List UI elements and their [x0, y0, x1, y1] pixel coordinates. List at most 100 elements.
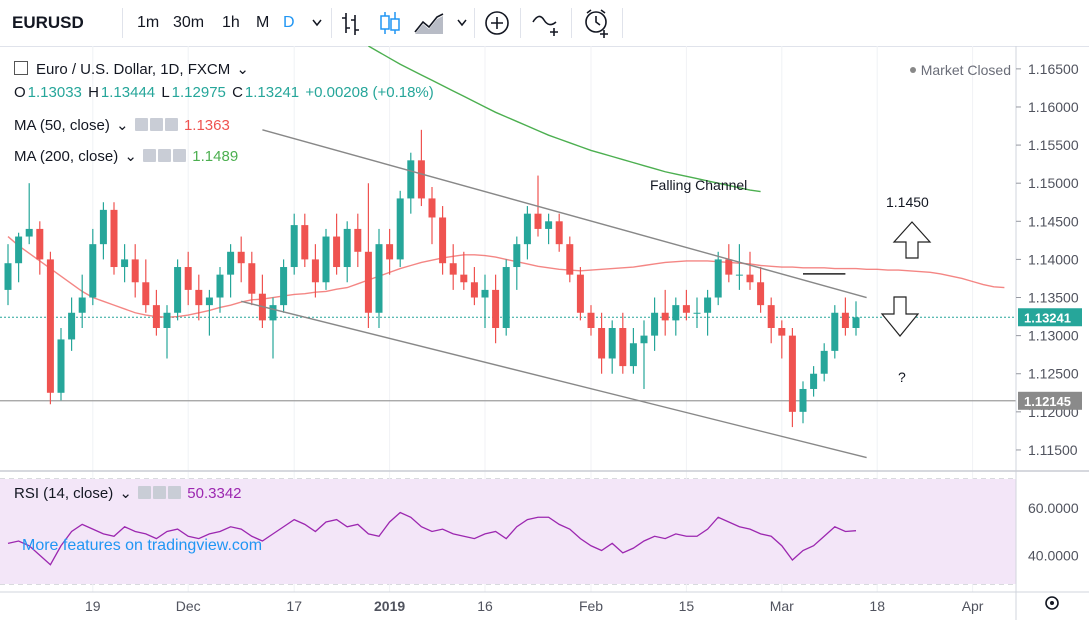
- close-icon[interactable]: [173, 149, 187, 162]
- candle-body: [587, 312, 595, 328]
- candle-body: [131, 259, 139, 283]
- candle-body: [364, 251, 372, 313]
- candle-body: [227, 251, 235, 275]
- rsi-label: RSI (14, close): [14, 485, 114, 502]
- rsi-line: [7, 511, 857, 566]
- close-icon[interactable]: [164, 118, 178, 131]
- candle-body: [799, 388, 807, 412]
- symbol-search[interactable]: EURUSD: [12, 13, 84, 32]
- candle-body: [757, 282, 765, 306]
- candle-body: [163, 312, 171, 328]
- hline-price-tag: [1018, 391, 1082, 410]
- settings-icon[interactable]: [153, 486, 167, 499]
- x-tick-label: Dec: [176, 598, 201, 614]
- bar-style-icon[interactable]: [340, 0, 364, 46]
- eye-icon[interactable]: [134, 118, 148, 131]
- target-up-label: 1.1450: [886, 194, 929, 210]
- promo-link[interactable]: More features on tradingview.com: [22, 537, 263, 554]
- channel-label: Falling Channel: [650, 177, 747, 193]
- y-tick-label: 1.16000: [1028, 99, 1079, 115]
- eye-icon[interactable]: [143, 149, 157, 162]
- x-tick-label: Mar: [770, 598, 794, 614]
- close-label: C: [232, 84, 243, 101]
- candle-body: [481, 289, 489, 298]
- close-icon[interactable]: [168, 486, 182, 499]
- y-tick-label: 1.14500: [1028, 213, 1079, 229]
- interval-30m[interactable]: 30m: [173, 14, 205, 31]
- x-tick-label: 18: [869, 598, 885, 614]
- toolbar-separator: [622, 8, 623, 38]
- candles: [4, 129, 860, 428]
- candle-body: [142, 282, 150, 306]
- indicators-icon[interactable]: [530, 0, 564, 46]
- candle-body: [375, 244, 383, 313]
- rsi-legend[interactable]: RSI (14, close) ⌄ 50.3342: [14, 484, 244, 502]
- candle-body: [174, 267, 182, 313]
- candle-body: [523, 213, 531, 245]
- ma200-value: 1.1489: [192, 148, 239, 165]
- collapse-icon[interactable]: [14, 61, 28, 75]
- candle-body: [89, 244, 97, 298]
- axes: 1.16500 1.16000 1.15500 1.15000 1.14500 1.140…: [0, 46, 1089, 620]
- y-tick-label: 1.13000: [1028, 328, 1079, 344]
- y-tick-label: 1.15000: [1028, 175, 1079, 191]
- market-status-label: Market Closed: [920, 62, 1011, 78]
- alert-icon[interactable]: [582, 0, 612, 46]
- candle-body: [36, 228, 44, 260]
- chevron-down-icon[interactable]: ⌄: [120, 148, 142, 165]
- last-price-label: 1.13241: [1024, 310, 1071, 325]
- candle-body: [778, 328, 786, 336]
- toolbar-separator: [520, 8, 521, 38]
- settings-icon[interactable]: [158, 149, 172, 162]
- chart-area[interactable]: Falling Channel 1.1450? 1.16500 1.16000 1.…: [0, 45, 1089, 620]
- chevron-down-icon[interactable]: ⌄: [111, 117, 133, 134]
- candle-body: [619, 328, 627, 367]
- arrow-annotations: 1.1450?: [880, 194, 932, 385]
- candle-body: [68, 312, 76, 340]
- compare-add-icon[interactable]: [483, 0, 511, 46]
- candle-body: [269, 305, 277, 321]
- last-price-tag: [1018, 308, 1082, 327]
- chevron-down-icon[interactable]: ⌄: [232, 61, 249, 78]
- x-tick-label: Feb: [579, 598, 603, 614]
- target-down-label: ?: [898, 369, 906, 385]
- candle-body: [682, 305, 690, 313]
- interval-month[interactable]: M: [256, 14, 270, 31]
- ma200-legend[interactable]: MA (200, close) ⌄ 1.1489: [14, 147, 240, 165]
- interval-1h[interactable]: 1h: [222, 14, 240, 31]
- eye-icon[interactable]: [138, 486, 152, 499]
- y-tick-label: 1.15500: [1028, 137, 1079, 153]
- chart-canvas[interactable]: Falling Channel 1.1450? 1.165001.160001.…: [0, 45, 1089, 620]
- price-lines: [0, 316, 1016, 402]
- candle-body: [407, 160, 415, 199]
- candle-body: [333, 236, 341, 268]
- settings-gear-icon[interactable]: [1045, 596, 1059, 610]
- channel-lower-line: [241, 300, 867, 459]
- area-style-icon[interactable]: [413, 0, 445, 46]
- candle-body: [492, 289, 500, 328]
- candle-body: [417, 160, 425, 199]
- candle-body: [57, 339, 65, 393]
- candle-body: [4, 263, 12, 290]
- interval-1m[interactable]: 1m: [137, 14, 160, 31]
- chevron-down-icon[interactable]: [310, 0, 324, 46]
- candle-body: [513, 244, 521, 268]
- settings-icon[interactable]: [149, 118, 163, 131]
- channel-upper-line: [262, 129, 867, 299]
- candle-body: [152, 305, 160, 328]
- chevron-down-icon[interactable]: ⌄: [115, 485, 137, 502]
- arrow-up-icon: [892, 221, 932, 259]
- ma50-line: [7, 236, 1005, 319]
- candle-style-icon[interactable]: [378, 0, 402, 46]
- ma50-legend[interactable]: MA (50, close) ⌄ 1.1363: [14, 116, 232, 134]
- candle-body: [661, 312, 669, 321]
- toolbar: EURUSD 1m 30m 1h M D: [0, 0, 1089, 47]
- change-value: +0.00208 (+0.18%): [305, 84, 434, 101]
- candle-body: [205, 297, 213, 306]
- candle-body: [290, 225, 298, 268]
- x-tick-label: 15: [679, 598, 695, 614]
- candle-body: [99, 209, 107, 245]
- chevron-down-icon[interactable]: [455, 0, 469, 46]
- y-tick-label: 1.11500: [1028, 442, 1078, 458]
- interval-day[interactable]: D: [283, 14, 295, 31]
